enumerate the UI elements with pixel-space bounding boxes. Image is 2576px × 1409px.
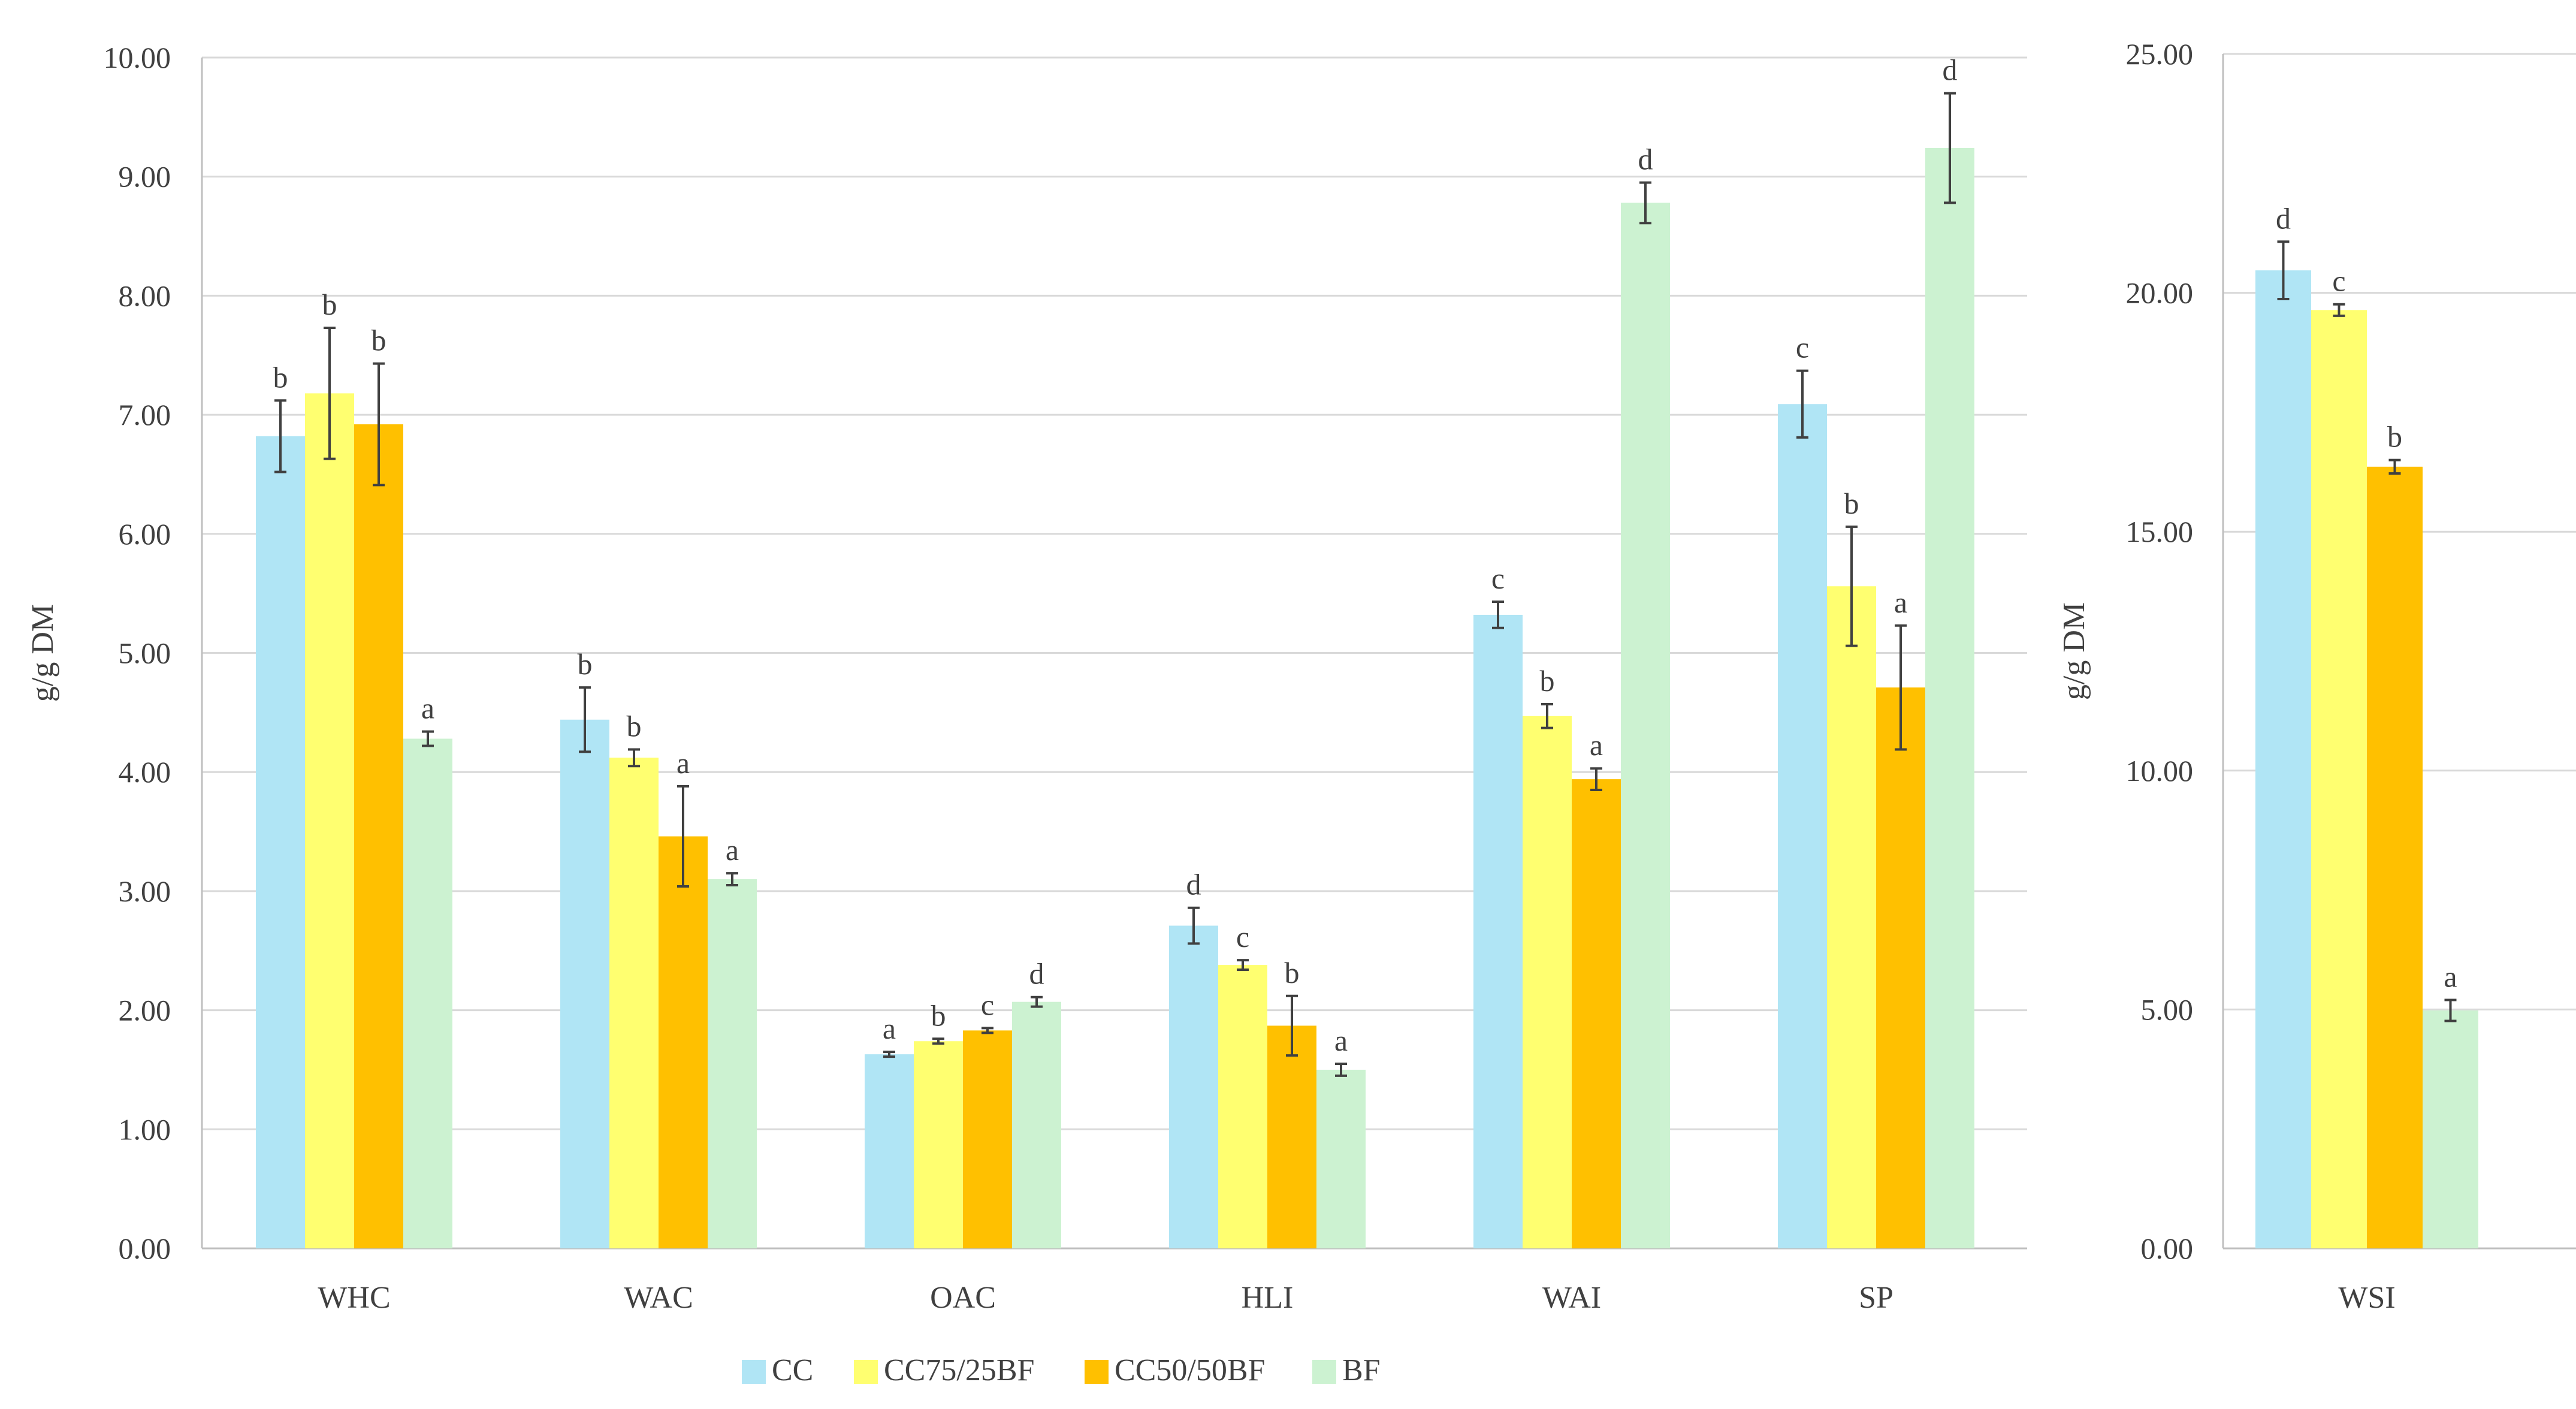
bar-hli-cc50-50bf bbox=[1267, 1025, 1316, 1248]
significance-label: b bbox=[578, 647, 593, 681]
significance-label: c bbox=[1236, 920, 1249, 954]
y-tick-label: 4.00 bbox=[119, 755, 171, 789]
y-tick-label: 9.00 bbox=[119, 160, 171, 194]
legend-swatch-bf bbox=[1312, 1360, 1336, 1384]
y-tick-label: 8.00 bbox=[119, 279, 171, 312]
bar-wac-cc75-25bf bbox=[609, 758, 659, 1248]
y-tick-label: 2.00 bbox=[119, 994, 171, 1027]
legend-label: CC75/25BF bbox=[884, 1353, 1034, 1387]
significance-label: c bbox=[1491, 562, 1505, 595]
bar-wai-cc50-50bf bbox=[1572, 779, 1621, 1248]
bar-sp-cc50-50bf bbox=[1876, 687, 1925, 1248]
y-tick-label: 25.00 bbox=[2126, 37, 2194, 71]
legend-label: CC bbox=[772, 1353, 813, 1387]
bar-sp-cc bbox=[1778, 404, 1827, 1248]
significance-label: a bbox=[726, 833, 739, 867]
significance-label: c bbox=[981, 988, 994, 1021]
y-tick-label: 5.00 bbox=[119, 636, 171, 670]
bar-oac-cc75-25bf bbox=[914, 1041, 963, 1248]
significance-label: a bbox=[883, 1012, 896, 1045]
y-axis-title: g/g DM bbox=[26, 604, 60, 702]
significance-label: a bbox=[421, 692, 434, 725]
y-axis-title: g/g DM bbox=[2057, 602, 2091, 700]
significance-label: a bbox=[1334, 1024, 1348, 1057]
significance-label: d bbox=[1186, 868, 1201, 901]
bar-wac-cc bbox=[560, 719, 609, 1248]
significance-label: b bbox=[322, 288, 337, 321]
bar-wsi-cc75-25bf bbox=[2311, 310, 2367, 1248]
bar-wsi-bf bbox=[2423, 1010, 2478, 1248]
bar-hli-cc75-25bf bbox=[1218, 965, 1267, 1248]
x-category-label: WAI bbox=[1542, 1281, 1601, 1315]
significance-label: b bbox=[1540, 664, 1555, 698]
bar-oac-cc bbox=[865, 1054, 914, 1248]
bar-wsi-cc bbox=[2255, 270, 2311, 1248]
significance-label: d bbox=[1638, 143, 1653, 176]
bar-wac-cc50-50bf bbox=[659, 836, 708, 1248]
bar-whc-cc bbox=[256, 436, 305, 1249]
bar-wai-cc bbox=[1473, 614, 1523, 1248]
y-tick-label: 1.00 bbox=[119, 1112, 171, 1146]
y-tick-label: 10.00 bbox=[2126, 754, 2194, 788]
y-tick-label: 0.00 bbox=[119, 1232, 171, 1265]
legend-swatch-cc50-50bf bbox=[1085, 1360, 1109, 1384]
x-category-label: WSI bbox=[2338, 1281, 2395, 1315]
bar-oac-cc50-50bf bbox=[963, 1030, 1012, 1248]
bar-wac-bf bbox=[708, 879, 757, 1248]
significance-label: d bbox=[2276, 201, 2291, 235]
bar-hli-cc bbox=[1169, 925, 1218, 1248]
significance-label: b bbox=[627, 709, 642, 743]
x-category-label: WAC bbox=[624, 1281, 693, 1315]
legend-swatch-cc bbox=[742, 1360, 766, 1384]
significance-label: d bbox=[1029, 957, 1044, 991]
bar-wsi-cc50-50bf bbox=[2367, 466, 2423, 1249]
y-tick-label: 7.00 bbox=[119, 398, 171, 432]
bar-whc-cc75-25bf bbox=[305, 393, 354, 1248]
bar-hli-bf bbox=[1316, 1069, 1366, 1248]
bar-sp-bf bbox=[1925, 148, 1974, 1249]
x-category-label: HLI bbox=[1242, 1281, 1294, 1315]
significance-label: b bbox=[372, 324, 386, 357]
x-category-label: SP bbox=[1859, 1281, 1894, 1315]
significance-label: d bbox=[1943, 53, 1958, 87]
significance-label: b bbox=[1844, 487, 1859, 520]
significance-label: a bbox=[2444, 960, 2457, 993]
y-tick-label: 3.00 bbox=[119, 874, 171, 908]
legend-label: CC50/50BF bbox=[1115, 1353, 1265, 1387]
significance-label: b bbox=[273, 360, 288, 394]
bar-oac-bf bbox=[1012, 1001, 1061, 1248]
significance-label: b bbox=[2387, 420, 2402, 454]
significance-label: b bbox=[931, 998, 946, 1032]
bar-whc-bf bbox=[403, 738, 452, 1248]
bar-wai-cc75-25bf bbox=[1523, 716, 1572, 1248]
legend-swatch-cc75-25bf bbox=[854, 1360, 878, 1384]
legend-label: BF bbox=[1342, 1353, 1381, 1387]
bar-wai-bf bbox=[1621, 203, 1670, 1248]
x-category-label: OAC bbox=[930, 1281, 996, 1315]
significance-label: c bbox=[2332, 264, 2345, 298]
significance-label: a bbox=[1590, 728, 1603, 762]
y-tick-label: 6.00 bbox=[119, 517, 171, 551]
significance-label: a bbox=[1894, 586, 1907, 619]
bar-whc-cc50-50bf bbox=[354, 424, 403, 1248]
y-tick-label: 10.00 bbox=[104, 41, 171, 74]
y-tick-label: 15.00 bbox=[2126, 515, 2194, 548]
x-category-label: WHC bbox=[318, 1281, 390, 1315]
significance-label: c bbox=[1796, 331, 1809, 364]
y-tick-label: 20.00 bbox=[2126, 276, 2194, 310]
significance-label: a bbox=[677, 746, 690, 780]
bar-sp-cc75-25bf bbox=[1827, 586, 1876, 1248]
y-tick-label: 0.00 bbox=[2141, 1232, 2194, 1265]
y-tick-label: 5.00 bbox=[2141, 992, 2194, 1026]
significance-label: b bbox=[1285, 956, 1300, 989]
